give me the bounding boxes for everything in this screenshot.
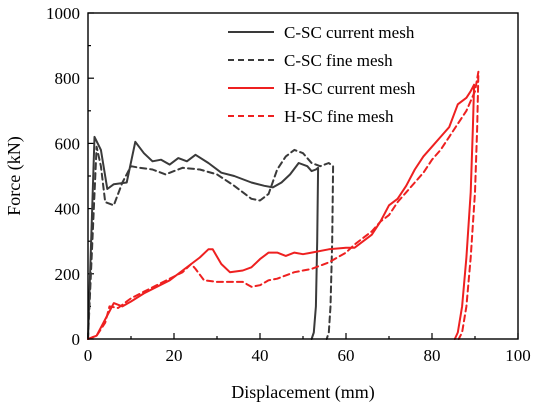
series-line-1 bbox=[87, 135, 320, 340]
x-axis-label: Displacement (mm) bbox=[231, 382, 374, 403]
x-tick-label: 60 bbox=[338, 346, 355, 365]
legend-label-4: H-SC fine mesh bbox=[284, 107, 394, 126]
y-tick-label: 200 bbox=[55, 265, 81, 284]
y-tick-label: 800 bbox=[55, 69, 81, 88]
plot-frame bbox=[87, 12, 519, 340]
x-tick-label: 100 bbox=[505, 346, 531, 365]
y-tick-label: 0 bbox=[72, 330, 81, 349]
legend-label-2: C-SC fine mesh bbox=[284, 51, 393, 70]
y-tick-label: 400 bbox=[55, 200, 81, 219]
x-tick-label: 0 bbox=[84, 346, 93, 365]
y-axis-label: Force (kN) bbox=[4, 136, 25, 215]
legend: C-SC current mesh C-SC fine mesh H-SC curr… bbox=[228, 23, 416, 126]
legend-label-1: C-SC current mesh bbox=[284, 23, 415, 42]
legend-label-3: H-SC current mesh bbox=[284, 79, 416, 98]
series-layer bbox=[87, 70, 480, 340]
x-tick-label: 80 bbox=[424, 346, 441, 365]
x-tick-label: 40 bbox=[252, 346, 269, 365]
y-tick-label: 600 bbox=[55, 134, 81, 153]
series-line-2 bbox=[87, 145, 335, 340]
x-tick-label: 20 bbox=[166, 346, 183, 365]
series-line-3 bbox=[87, 83, 476, 340]
y-tick-label: 1000 bbox=[46, 4, 80, 23]
